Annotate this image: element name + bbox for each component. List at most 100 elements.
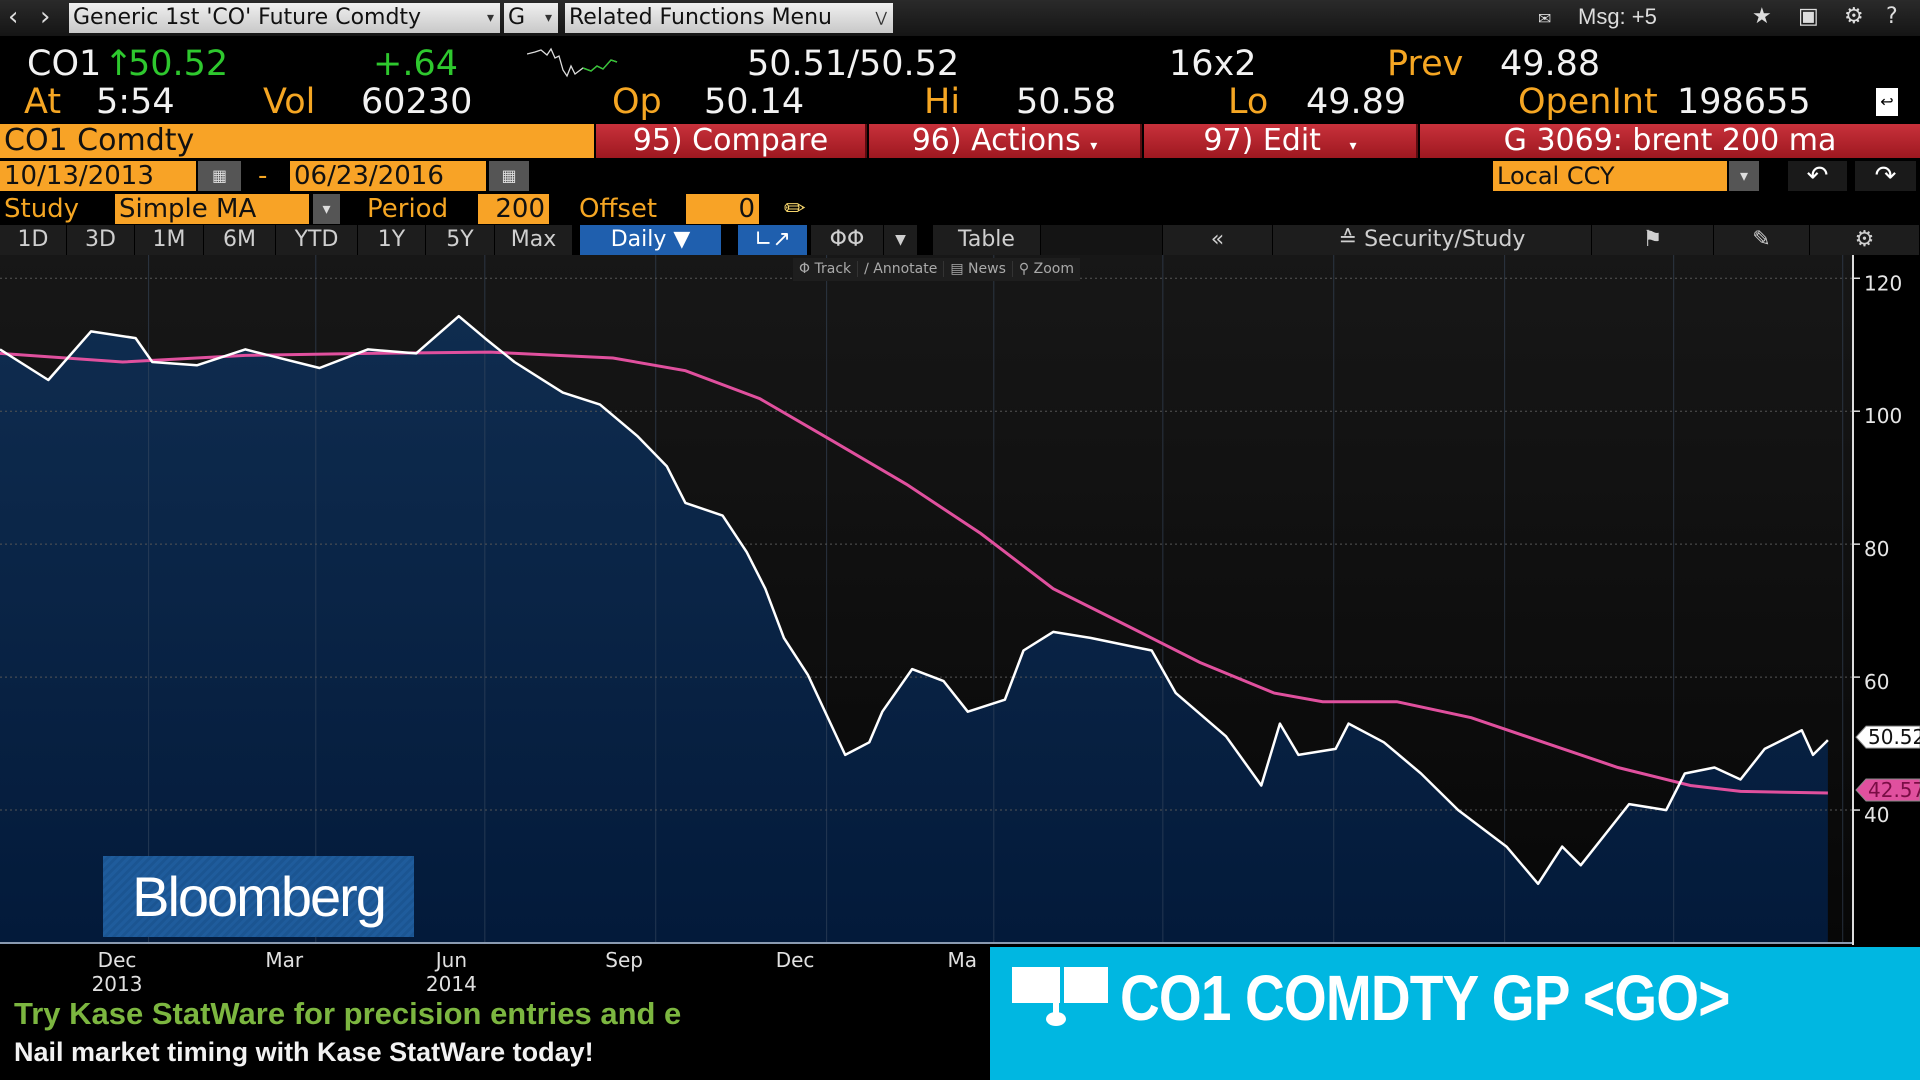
bid-ask-size: 16x2 (1169, 44, 1257, 84)
chevron-down-icon: ▾ (1349, 138, 1357, 154)
last-price-tag: 50.52 (1868, 725, 1920, 749)
chevron-down-icon[interactable]: ▼ (884, 225, 918, 255)
x-tick-label: Jun (434, 948, 467, 972)
period-max[interactable]: Max (495, 225, 573, 255)
zoom-button[interactable]: ⚲ Zoom (1018, 261, 1074, 277)
edit-chart-icon[interactable]: ✎ (1714, 225, 1810, 255)
period-3d[interactable]: 3D (67, 225, 135, 255)
prev-value: 49.88 (1500, 44, 1601, 84)
collapse-button[interactable]: « (1163, 225, 1273, 255)
chevron-down-icon[interactable]: ▾ (313, 194, 340, 224)
edit-button[interactable]: 97) Edit ▾ (1144, 124, 1418, 158)
candlestick-icon[interactable]: ΦΦ (811, 225, 884, 255)
start-date-input[interactable]: 10/13/2013 (0, 161, 196, 191)
y-tick-label: 120 (1864, 271, 1902, 295)
yellow-key-text: G (508, 5, 526, 30)
calendar-icon[interactable]: ▦ (489, 161, 529, 191)
frequency-label: Daily (610, 227, 667, 252)
offset-label: Offset (579, 194, 658, 224)
settings-gear-icon[interactable]: ⚙ (1810, 225, 1920, 255)
period-6m[interactable]: 6M (204, 225, 276, 255)
study-label: Study (4, 194, 80, 224)
actions-button[interactable]: 96) Actions ▾ (869, 124, 1142, 158)
end-date-input[interactable]: 06/23/2016 (290, 161, 486, 191)
x-tick-label: Dec (776, 948, 815, 972)
yellow-key-select[interactable]: G ▾ (504, 3, 558, 33)
volume-label: Vol (263, 82, 316, 122)
chevron-down-icon[interactable]: ▾ (486, 10, 494, 26)
calendar-icon[interactable]: ▦ (198, 161, 241, 191)
period-1m[interactable]: 1M (135, 225, 204, 255)
x-tick-label: Ma (947, 948, 977, 972)
flag-icon[interactable]: ⚑ (1592, 225, 1714, 255)
y-tick-label: 40 (1864, 803, 1889, 827)
news-button[interactable]: ▤ News (944, 261, 1013, 277)
low-value: 49.89 (1306, 82, 1407, 122)
table-button[interactable]: Table (933, 225, 1041, 255)
redo-icon[interactable]: ↷ (1855, 161, 1916, 191)
study-select[interactable]: Simple MA (115, 194, 309, 224)
period-ytd[interactable]: YTD (276, 225, 358, 255)
frequency-select[interactable]: Daily ▼ (580, 225, 722, 255)
undo-icon[interactable]: ↶ (1788, 161, 1847, 191)
zoom-label: Zoom (1033, 261, 1074, 277)
y-axis (1852, 255, 1920, 945)
back-icon[interactable]: ‹ (8, 2, 19, 32)
related-functions-menu[interactable]: Related Functions Menu ⋁ (565, 3, 893, 33)
annotate-label: Annotate (873, 261, 938, 277)
chevron-down-icon[interactable]: ▾ (544, 10, 552, 26)
y-tick-label: 60 (1864, 670, 1889, 694)
high-label: Hi (924, 82, 961, 122)
volume-value: 60230 (361, 82, 473, 122)
period-label: Period (367, 194, 449, 224)
period-1y[interactable]: 1Y (358, 225, 426, 255)
export-icon[interactable]: ↩ (1876, 88, 1898, 116)
forward-icon[interactable]: › (40, 2, 51, 32)
x-tick-label: Dec (98, 948, 137, 972)
y-tick-label: 80 (1864, 537, 1889, 561)
messages-count[interactable]: Msg: +5 (1578, 4, 1657, 29)
chevron-down-icon: ▾ (1090, 138, 1098, 154)
envelope-icon[interactable]: ✉ (1538, 9, 1552, 28)
news-label: News (968, 261, 1006, 277)
low-label: Lo (1228, 82, 1269, 122)
gear-icon[interactable]: ⚙ (1844, 4, 1864, 29)
period-5y[interactable]: 5Y (426, 225, 495, 255)
ticker-line-1: Try Kase StatWare for precision entries … (14, 996, 682, 1031)
open-interest-label: OpenInt (1518, 82, 1658, 122)
annotate-button[interactable]: ∕ Annotate (858, 261, 945, 277)
compare-button[interactable]: 95) Compare (596, 124, 867, 158)
price-line (0, 314, 1829, 886)
sparkline-icon (527, 47, 618, 78)
offset-input[interactable]: 0 (686, 194, 759, 224)
period-1d[interactable]: 1D (0, 225, 67, 255)
track-button[interactable]: Φ Track (793, 261, 859, 277)
line-chart-icon[interactable]: ∟↗ (738, 225, 808, 255)
moving-average-tag: 42.57 (1868, 778, 1920, 802)
double-chevron-icon[interactable]: ⋁ (875, 10, 887, 26)
time-label: At (24, 82, 62, 122)
currency-select[interactable]: Local CCY (1493, 161, 1727, 191)
help-icon[interactable]: ? (1886, 4, 1898, 29)
moving-average-line (0, 350, 1828, 795)
x-tick-year-label: 2013 (92, 972, 143, 996)
triangle-down-icon: ▼ (673, 227, 691, 252)
period-input[interactable]: 200 (478, 194, 549, 224)
star-icon[interactable]: ★ (1752, 4, 1772, 29)
bloomberg-logo: Bloomberg (103, 856, 414, 937)
up-arrow-icon: ↑ (104, 44, 134, 84)
pencil-icon[interactable]: ✏ (784, 194, 806, 224)
security-label: CO1 Comdty (0, 124, 594, 158)
chevron-down-icon[interactable]: ▾ (1729, 161, 1759, 191)
price-area (0, 316, 1828, 943)
security-field[interactable]: Generic 1st 'CO' Future Comdty ▾ (69, 3, 500, 33)
chart-name[interactable]: G 3069: brent 200 ma (1420, 124, 1920, 158)
ticker: CO1 (27, 44, 102, 84)
date-separator: - (258, 161, 268, 191)
chart-icon: ≙ (1338, 227, 1358, 252)
open-interest-value: 198655 (1677, 82, 1811, 122)
security-study-button[interactable]: ≙ Security/Study (1273, 225, 1592, 255)
screen-icon[interactable]: ▣ (1798, 4, 1819, 29)
toolbar-spacer (1041, 225, 1163, 255)
security-field-text: Generic 1st 'CO' Future Comdty (73, 5, 422, 30)
